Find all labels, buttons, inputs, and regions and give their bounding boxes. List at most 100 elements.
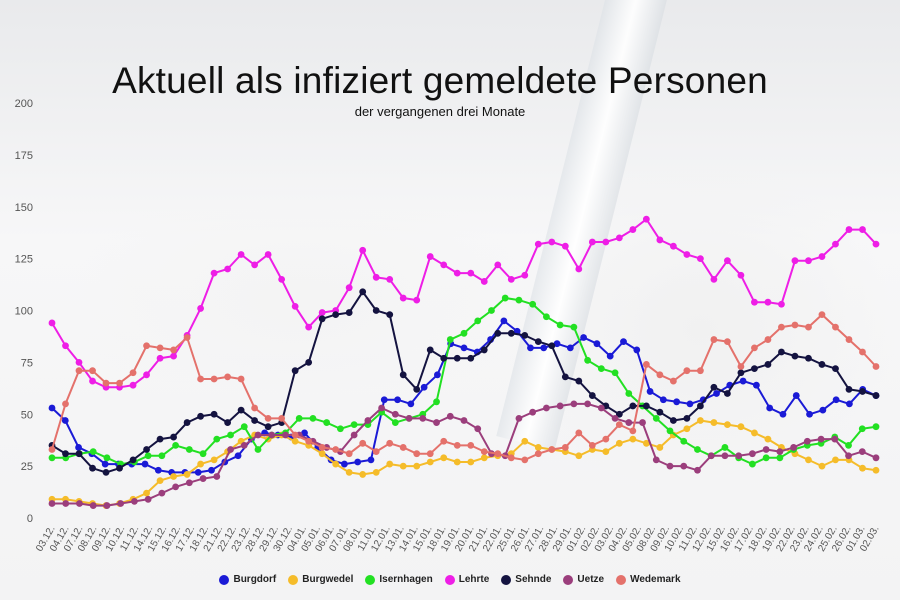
legend-item-burgdorf[interactable]: Burgdorf: [219, 574, 276, 585]
legend-label: Isernhagen: [379, 574, 433, 585]
data-point-isernhagen: [721, 444, 729, 451]
data-point-burgdorf: [593, 340, 601, 348]
data-point-lehrte: [629, 226, 637, 233]
data-point-uetze: [254, 431, 262, 439]
data-point-isernhagen: [556, 321, 564, 329]
y-tick-label: 50: [21, 409, 33, 421]
data-point-isernhagen: [570, 323, 578, 331]
data-point-lehrte: [561, 242, 569, 250]
data-point-lehrte: [440, 261, 448, 269]
data-point-isernhagen: [391, 419, 399, 426]
data-point-isernhagen: [172, 441, 180, 449]
y-tick-label: 0: [27, 513, 33, 525]
data-point-burgdorf: [832, 396, 840, 404]
data-point-sehnde: [480, 346, 488, 354]
data-point-sehnde: [534, 338, 542, 346]
data-point-lehrte: [345, 284, 353, 292]
data-point-sehnde: [399, 371, 407, 379]
data-point-burgdorf: [540, 344, 548, 352]
legend-marker: [365, 574, 376, 585]
legend-item-wedemark[interactable]: Wedemark: [616, 574, 681, 585]
data-point-burgdorf: [673, 398, 681, 406]
data-point-lehrte: [318, 309, 326, 316]
data-point-sehnde: [143, 446, 150, 453]
data-point-burgwedel: [399, 462, 407, 470]
data-point-wedemark: [467, 441, 475, 449]
data-point-isernhagen: [694, 446, 701, 453]
data-point-isernhagen: [515, 296, 523, 304]
data-point-isernhagen: [597, 365, 605, 372]
legend-item-uetze[interactable]: Uetze: [563, 574, 604, 585]
data-point-burgdorf: [553, 340, 561, 348]
series-line-burgdorf: [51, 319, 877, 474]
data-point-wedemark: [170, 346, 177, 354]
data-point-burgdorf: [301, 429, 308, 437]
chart-title: Aktuell als infiziert gemeldete Personen: [112, 60, 768, 101]
data-point-sehnde: [791, 352, 799, 360]
data-point-burgdorf: [101, 460, 109, 468]
data-point-sehnde: [102, 468, 110, 476]
data-point-wedemark: [89, 367, 96, 375]
data-point-wedemark: [440, 437, 448, 445]
data-point-lehrte: [521, 271, 529, 279]
data-point-burgdorf: [527, 344, 534, 352]
data-point-burgwedel: [345, 468, 353, 476]
data-point-burgwedel: [372, 468, 380, 476]
legend-label: Burgwedel: [302, 574, 354, 585]
data-point-burgdorf: [434, 371, 441, 379]
data-point-burgwedel: [751, 429, 758, 437]
data-point-sehnde: [778, 348, 785, 356]
data-point-wedemark: [696, 367, 704, 375]
data-point-burgdorf: [566, 344, 574, 352]
data-point-wedemark: [548, 446, 556, 453]
data-point-burgwedel: [872, 466, 880, 474]
data-point-burgdorf: [739, 377, 747, 385]
data-point-lehrte: [615, 234, 623, 242]
data-point-burgdorf: [75, 444, 82, 451]
data-point-wedemark: [615, 421, 623, 429]
data-point-uetze: [556, 402, 564, 410]
data-point-isernhagen: [144, 452, 152, 460]
data-point-lehrte: [507, 275, 515, 283]
legend-item-sehnde[interactable]: Sehnde: [501, 574, 551, 585]
data-point-uetze: [419, 415, 427, 422]
data-point-sehnde: [561, 373, 569, 381]
data-point-burgdorf: [234, 452, 242, 460]
data-point-lehrte: [602, 238, 610, 246]
data-point-wedemark: [710, 336, 718, 343]
data-point-burgdorf: [806, 410, 813, 418]
data-point-burgdorf: [48, 404, 56, 412]
data-point-wedemark: [318, 444, 326, 451]
data-point-burgwedel: [602, 448, 610, 455]
data-point-burgdorf: [460, 344, 468, 352]
data-point-sehnde: [872, 392, 880, 399]
data-point-lehrte: [386, 275, 394, 283]
data-point-uetze: [48, 500, 56, 507]
data-point-sehnde: [818, 361, 826, 368]
data-point-burgwedel: [426, 458, 434, 466]
data-point-burgwedel: [467, 458, 475, 466]
data-point-sehnde: [737, 369, 745, 377]
data-point-wedemark: [278, 415, 286, 422]
data-point-uetze: [282, 431, 289, 439]
data-point-lehrte: [237, 251, 245, 258]
legend-item-isernhagen[interactable]: Isernhagen: [365, 574, 433, 585]
data-point-uetze: [460, 417, 468, 424]
data-point-lehrte: [426, 253, 434, 260]
legend-item-burgwedel[interactable]: Burgwedel: [288, 574, 353, 585]
data-point-sehnde: [116, 464, 123, 472]
data-point-wedemark: [75, 367, 83, 375]
data-point-burgwedel: [440, 454, 448, 462]
data-point-uetze: [62, 500, 70, 507]
data-point-sehnde: [440, 354, 448, 362]
legend-item-lehrte[interactable]: Lehrte: [444, 574, 489, 585]
data-point-sehnde: [251, 417, 259, 424]
y-tick-label: 75: [21, 357, 33, 369]
data-point-isernhagen: [460, 329, 468, 337]
data-point-uetze: [831, 435, 839, 443]
data-point-wedemark: [724, 338, 731, 346]
data-point-wedemark: [62, 400, 69, 408]
data-point-uetze: [611, 415, 619, 422]
data-point-sehnde: [642, 402, 650, 410]
data-point-wedemark: [386, 439, 394, 447]
